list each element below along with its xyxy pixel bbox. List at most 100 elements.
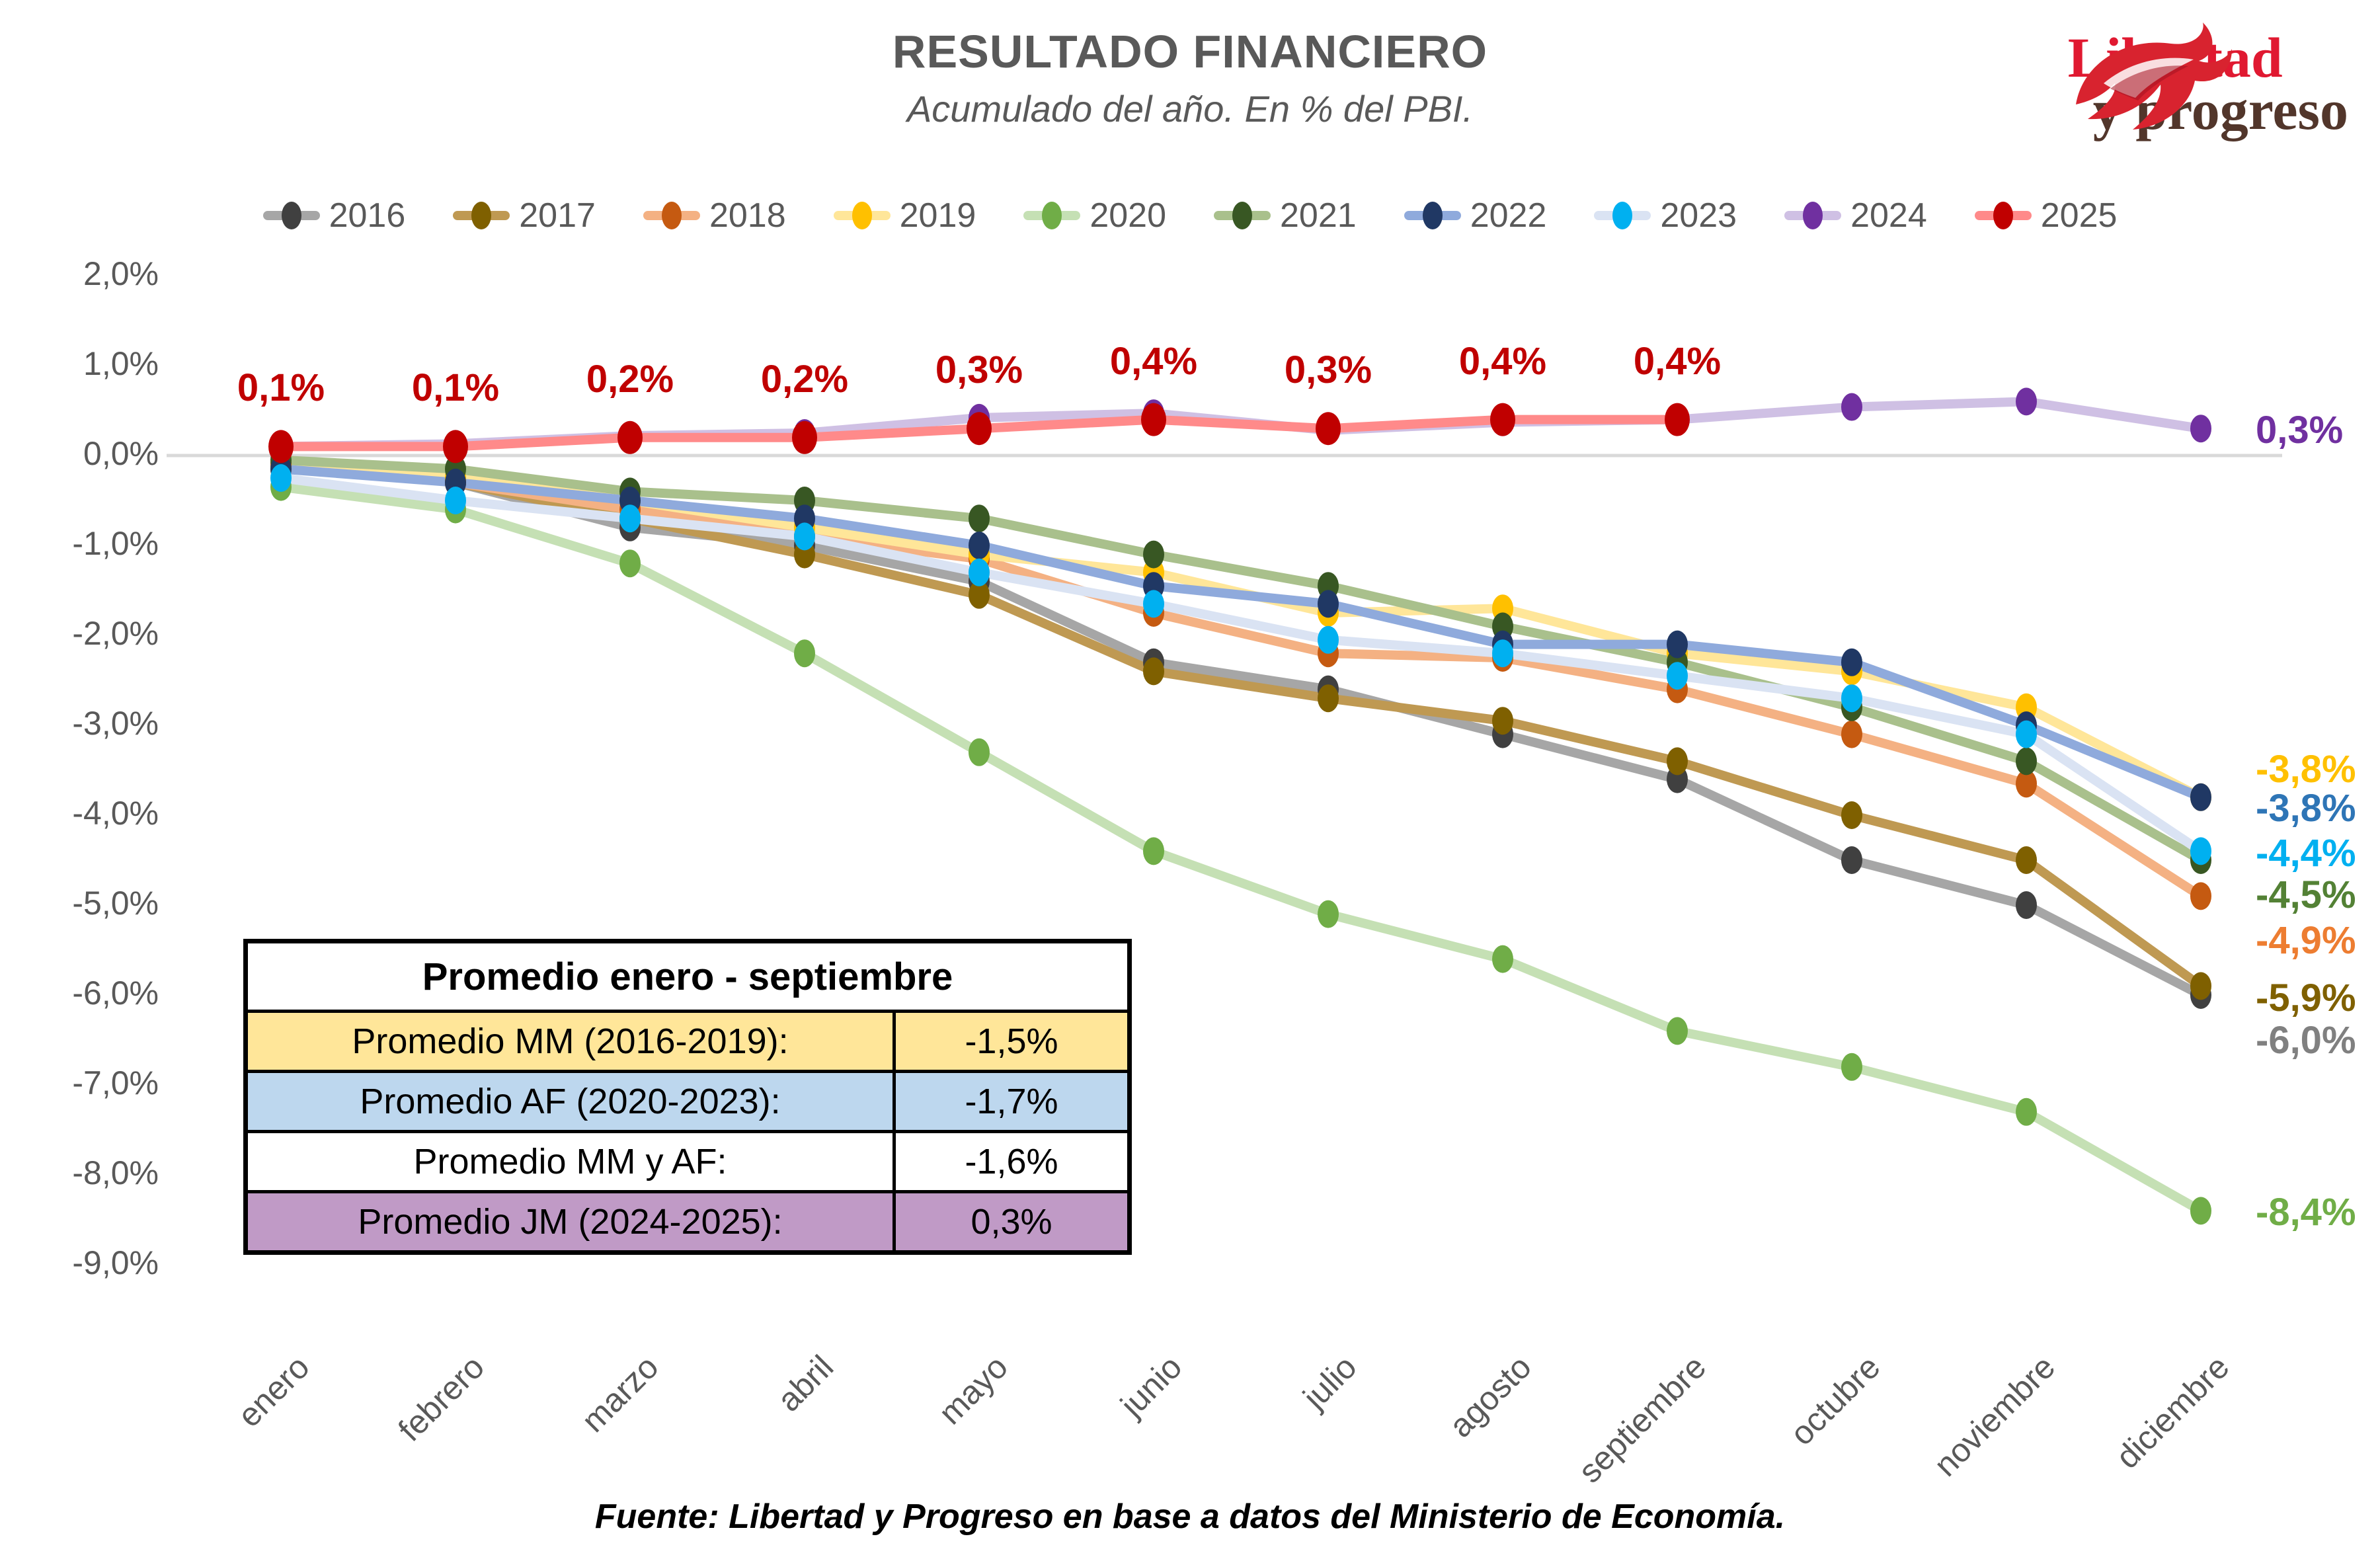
bird-icon-svg bbox=[2075, 22, 2232, 130]
series-marker-2018 bbox=[2016, 770, 2037, 798]
series-marker-2020 bbox=[1667, 1017, 1688, 1045]
series-marker-2024 bbox=[2016, 387, 2037, 416]
legend-item-2020: 2020 bbox=[1023, 196, 1166, 235]
legend-line-swatch bbox=[1023, 202, 1081, 229]
series-marker-2023 bbox=[2190, 837, 2211, 865]
series-marker-2020 bbox=[1318, 900, 1339, 928]
point-label-2025: 0,4% bbox=[1633, 339, 1722, 383]
y-axis-tick-label: -4,0% bbox=[72, 795, 159, 832]
legend-item-2021: 2021 bbox=[1214, 196, 1357, 235]
summary-row-label: Promedio JM (2024-2025): bbox=[358, 1202, 783, 1242]
legend-label: 2024 bbox=[1850, 196, 1927, 235]
legend-label: 2021 bbox=[1280, 196, 1357, 235]
series-marker-2025 bbox=[617, 420, 643, 454]
series-marker-2022 bbox=[1318, 590, 1339, 618]
series-marker-2023 bbox=[1143, 590, 1164, 618]
y-axis-tick-label: 2,0% bbox=[83, 255, 159, 292]
end-label-2022: -3,8% bbox=[2256, 787, 2356, 830]
end-label-2023: -4,4% bbox=[2256, 832, 2356, 875]
summary-row-value: -1,6% bbox=[892, 1133, 1127, 1190]
series-marker-2020 bbox=[1492, 945, 1513, 973]
y-axis-tick-label: -9,0% bbox=[72, 1244, 159, 1281]
legend-line-swatch bbox=[1214, 202, 1271, 229]
end-label-2017: -5,9% bbox=[2256, 977, 2356, 1020]
y-axis-tick-label: -2,0% bbox=[72, 615, 159, 652]
legend-line-swatch bbox=[1974, 202, 2032, 229]
series-marker-2022 bbox=[1667, 630, 1688, 658]
end-label-2019: -3,8% bbox=[2256, 747, 2356, 791]
legend-label: 2018 bbox=[709, 196, 786, 235]
series-marker-2016 bbox=[1841, 846, 1862, 874]
end-label-2018: -4,9% bbox=[2256, 919, 2356, 963]
series-marker-2020 bbox=[2190, 1197, 2211, 1225]
series-marker-2023 bbox=[619, 504, 641, 533]
summary-table-row: Promedio MM y AF: -1,6% bbox=[248, 1130, 1127, 1190]
summary-table-row: Promedio JM (2024-2025): 0,3% bbox=[248, 1190, 1127, 1250]
series-line-2018 bbox=[276, 459, 2205, 901]
chart-legend: 2016 2017 2018 2019 2020 2021 2022 2023 2024 2025 bbox=[0, 196, 2380, 235]
y-axis-tick-label: 1,0% bbox=[83, 345, 159, 382]
series-marker-2022 bbox=[2190, 783, 2211, 811]
series-marker-2020 bbox=[1841, 1053, 1862, 1081]
end-label-2021: -4,5% bbox=[2256, 873, 2356, 917]
legend-marker-icon bbox=[661, 202, 682, 229]
series-marker-2023 bbox=[1667, 662, 1688, 690]
legend-item-2025: 2025 bbox=[1974, 196, 2117, 235]
series-line-2021 bbox=[276, 455, 2205, 865]
series-marker-2017 bbox=[1667, 747, 1688, 776]
series-marker-2017 bbox=[969, 580, 990, 609]
point-label-2025: 0,3% bbox=[1284, 348, 1372, 392]
source-note: Fuente: Libertad y Progreso en base a da… bbox=[594, 1497, 1786, 1536]
series-marker-2018 bbox=[2190, 882, 2211, 910]
series-marker-2017 bbox=[1318, 684, 1339, 713]
series-marker-2023 bbox=[445, 487, 466, 514]
legend-label: 2017 bbox=[519, 196, 596, 235]
series-marker-2021 bbox=[1143, 540, 1164, 569]
legend-marker-icon bbox=[1422, 202, 1443, 229]
legend-line-swatch bbox=[833, 202, 891, 229]
series-line-2022 bbox=[276, 464, 2205, 802]
series-marker-2023 bbox=[1841, 684, 1862, 713]
series-marker-2022 bbox=[969, 532, 990, 559]
series-line-2023 bbox=[276, 473, 2205, 856]
series-marker-2023 bbox=[794, 522, 815, 551]
legend-line-swatch bbox=[262, 202, 320, 229]
summary-row-label: Promedio MM y AF: bbox=[413, 1142, 727, 1181]
summary-row-value: -1,7% bbox=[892, 1073, 1127, 1130]
series-marker-2024 bbox=[2190, 415, 2211, 443]
legend-marker-icon bbox=[471, 202, 492, 229]
point-label-2025: 0,1% bbox=[411, 366, 500, 410]
series-marker-2021 bbox=[2016, 747, 2037, 776]
legend-line-swatch bbox=[1404, 202, 1461, 229]
y-axis-tick-label: -1,0% bbox=[72, 525, 159, 562]
series-marker-2020 bbox=[2016, 1097, 2037, 1126]
point-label-2025: 0,2% bbox=[586, 357, 674, 401]
summary-table-rows: Promedio MM (2016-2019): -1,5% Promedio AF… bbox=[248, 1010, 1127, 1250]
legend-item-2024: 2024 bbox=[1784, 196, 1927, 235]
legend-item-2017: 2017 bbox=[453, 196, 596, 235]
series-marker-2025 bbox=[268, 430, 294, 463]
series-marker-2021 bbox=[969, 504, 990, 533]
series-marker-2025 bbox=[1490, 403, 1515, 436]
summary-table: Promedio enero - septiembre Promedio MM … bbox=[243, 939, 1132, 1255]
series-marker-2025 bbox=[967, 412, 992, 446]
series-marker-2016 bbox=[2016, 891, 2037, 919]
legend-label: 2016 bbox=[329, 196, 406, 235]
series-marker-2025 bbox=[1141, 403, 1166, 436]
legend-marker-icon bbox=[852, 202, 872, 229]
series-marker-2023 bbox=[969, 558, 990, 586]
legend-label: 2022 bbox=[1470, 196, 1547, 235]
end-label-2020: -8,4% bbox=[2256, 1191, 2356, 1234]
y-axis-tick-label: -7,0% bbox=[72, 1064, 159, 1101]
chart-header: RESULTADO FINANCIERO Acumulado del año. … bbox=[0, 25, 2380, 130]
legend-label: 2019 bbox=[899, 196, 976, 235]
legend-item-2022: 2022 bbox=[1404, 196, 1547, 235]
summary-row-label: Promedio AF (2020-2023): bbox=[360, 1082, 781, 1121]
legend-marker-icon bbox=[1042, 202, 1062, 229]
legend-line-swatch bbox=[1594, 202, 1651, 229]
end-label-2016: -6,0% bbox=[2256, 1019, 2356, 1062]
legend-item-2018: 2018 bbox=[643, 196, 786, 235]
series-marker-2017 bbox=[1841, 801, 1862, 829]
series-marker-2017 bbox=[2190, 972, 2211, 1000]
legend-marker-icon bbox=[1803, 202, 1823, 229]
